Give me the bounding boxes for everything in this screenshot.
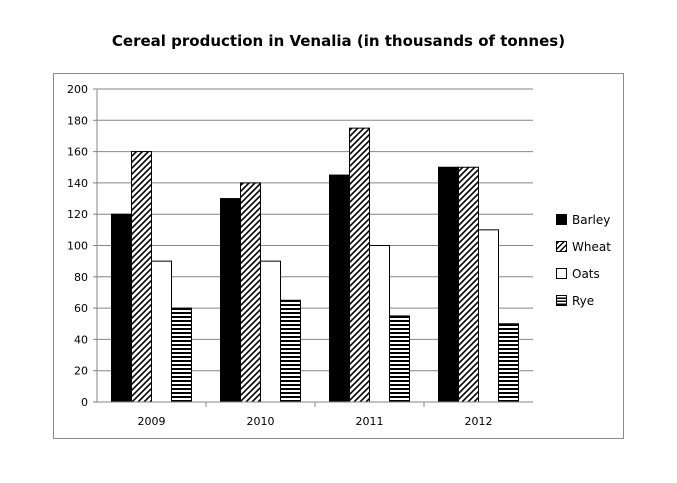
x-tick-label: 2012 (465, 415, 493, 428)
bar-rye-2011 (389, 315, 410, 403)
legend-item-barley: Barley (556, 206, 611, 233)
y-tick-label: 160 (67, 146, 88, 159)
y-tick-label: 200 (67, 83, 88, 96)
legend-label: Barley (572, 212, 611, 227)
bar-wheat-2010 (240, 182, 261, 403)
legend-item-wheat: Wheat (556, 233, 611, 260)
bar-rye-2009 (171, 307, 192, 403)
legend-swatch (556, 241, 567, 252)
bar-oats-2012 (478, 229, 499, 403)
x-tick-label: 2010 (247, 415, 275, 428)
bar-barley-2012 (438, 166, 459, 403)
bar-wheat-2009 (131, 151, 152, 403)
y-tick-label: 180 (67, 114, 88, 127)
legend-label: Rye (572, 293, 595, 308)
legend: Barley Wheat Oats Rye (556, 206, 611, 314)
legend-swatch (556, 214, 567, 225)
y-tick-label: 80 (74, 271, 88, 284)
legend-item-rye: Rye (556, 287, 611, 314)
x-tick-label: 2009 (138, 415, 166, 428)
legend-label: Oats (572, 266, 600, 281)
bar-barley-2009 (111, 213, 132, 403)
y-tick-label: 40 (74, 333, 88, 346)
y-tick-label: 60 (74, 302, 88, 315)
chart-frame (53, 73, 624, 439)
y-tick-label: 20 (74, 365, 88, 378)
x-tick-label: 2011 (356, 415, 384, 428)
y-tick-label: 120 (67, 208, 88, 221)
legend-swatch (556, 268, 567, 279)
chart-title: Cereal production in Venalia (in thousan… (111, 32, 566, 50)
y-tick-label: 100 (67, 240, 88, 253)
legend-item-oats: Oats (556, 260, 611, 287)
y-tick-label: 140 (67, 177, 88, 190)
bar-rye-2012 (498, 323, 519, 403)
bar-wheat-2011 (349, 127, 370, 403)
bar-oats-2010 (260, 260, 281, 403)
legend-label: Wheat (572, 239, 611, 254)
bar-oats-2011 (369, 245, 390, 403)
legend-swatch (556, 295, 567, 306)
bar-barley-2011 (329, 174, 350, 403)
bar-barley-2010 (220, 198, 241, 403)
y-tick-label: 0 (81, 396, 88, 409)
bar-oats-2009 (151, 260, 172, 403)
bar-wheat-2012 (458, 166, 479, 403)
bar-rye-2010 (280, 299, 301, 403)
